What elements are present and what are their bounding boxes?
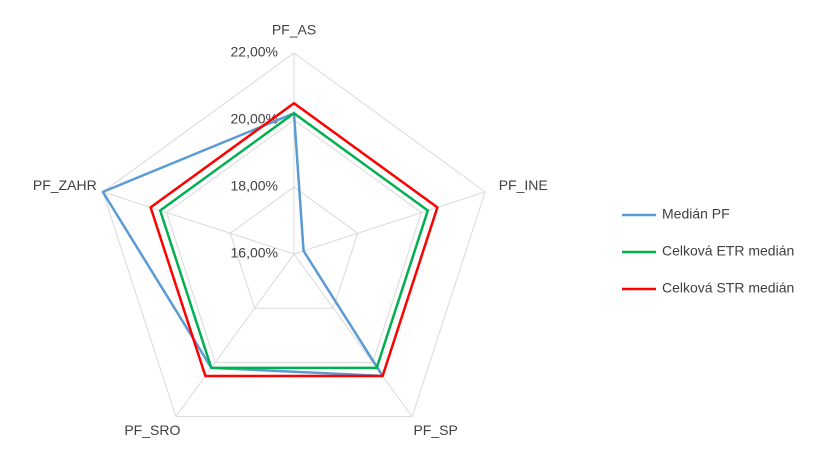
category-label: PF_SP	[413, 422, 457, 438]
grid-ring	[165, 119, 423, 363]
r-tick-label: 22,00%	[231, 44, 278, 60]
category-label: PF_INE	[499, 177, 548, 193]
legend-label: Celková STR medián	[662, 280, 794, 296]
series-line	[149, 102, 439, 378]
legend-label: Celková ETR medián	[662, 243, 794, 259]
category-label: PF_SRO	[124, 422, 180, 438]
grid-ring	[102, 52, 486, 418]
series-line	[101, 112, 384, 378]
series-line	[158, 112, 430, 370]
r-tick-label: 16,00%	[231, 245, 278, 261]
spoke	[293, 253, 413, 417]
spoke	[175, 253, 295, 417]
spoke	[293, 191, 486, 255]
category-label: PF_ZAHR	[33, 177, 97, 193]
spoke	[102, 191, 295, 255]
r-tick-label: 18,00%	[231, 178, 278, 194]
legend-label: Medián PF	[662, 206, 730, 222]
grid-ring	[229, 186, 359, 309]
category-label: PF_AS	[272, 22, 316, 38]
